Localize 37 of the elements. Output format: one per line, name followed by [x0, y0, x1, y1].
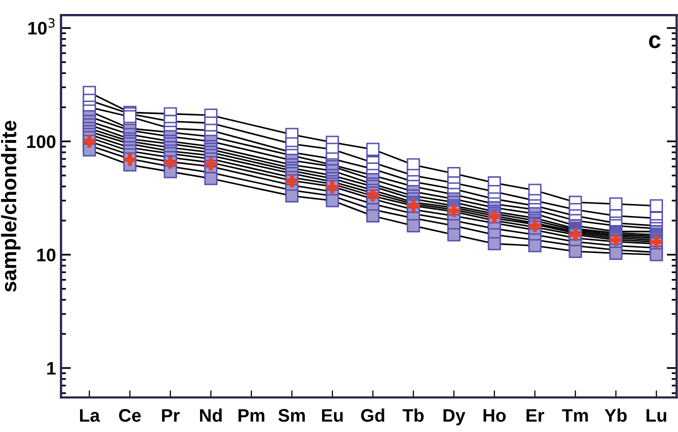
x-tick-label: Ho [484, 409, 506, 422]
x-tick-label: Yb [604, 408, 627, 422]
point [406, 219, 420, 232]
point [123, 110, 136, 124]
x-tick-label: Pr [162, 409, 180, 422]
point [285, 189, 298, 203]
x-tick-label: Ce [119, 409, 141, 422]
point [447, 228, 460, 242]
x-tick-label: Tb [402, 408, 424, 422]
point [366, 209, 380, 222]
point [609, 197, 622, 211]
point [528, 239, 542, 252]
point [366, 142, 380, 156]
x-tick-label: Sm [278, 409, 305, 422]
point [609, 246, 622, 260]
annotation: c [649, 35, 661, 48]
point [326, 194, 339, 208]
point [164, 165, 177, 178]
point [650, 199, 663, 212]
x-tick-label: La [80, 409, 100, 422]
x-tick-label: Eu [322, 409, 343, 422]
point [568, 244, 582, 258]
y-tick-label: 100 [27, 135, 56, 148]
point [650, 248, 663, 262]
x-tick-label: Pm [238, 409, 264, 422]
y-tick-label: 10$^{3}$ [28, 18, 55, 35]
point [488, 237, 501, 250]
x-tick-label: Dy [444, 409, 466, 426]
x-tick-label: Lu [646, 409, 666, 422]
x-tick-label: Er [526, 409, 544, 422]
x-tick-label: Nd [200, 408, 222, 422]
y-axis-title: sample/chondrite [1, 120, 20, 292]
y-tick-label: 1 [47, 362, 56, 375]
y-tick-label: 10 [37, 248, 56, 262]
x-tick-label: Tm [562, 409, 588, 422]
point [204, 172, 218, 186]
x-tick-label: Gd [361, 408, 384, 422]
